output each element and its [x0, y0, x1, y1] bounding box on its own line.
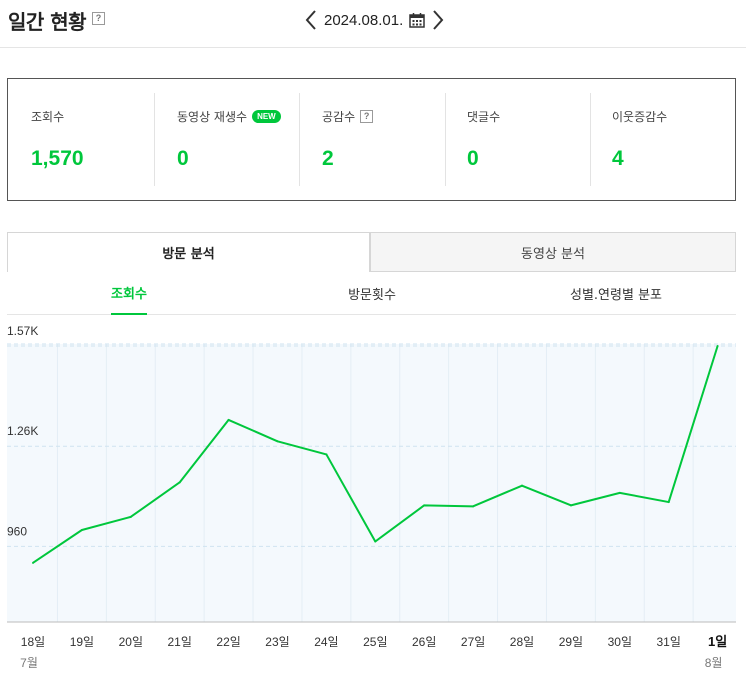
stat-value: 0	[467, 147, 479, 170]
daily-status-header: 일간 현황 ? 2024.08.01.	[0, 0, 746, 48]
data-point	[276, 440, 279, 443]
metric-tabs: 조회수 방문횟수 성별.연령별 분포	[7, 272, 736, 315]
data-point	[667, 501, 670, 504]
stat-comments: 댓글수 0	[445, 79, 590, 200]
page-title: 일간 현황	[8, 10, 87, 34]
chevron-right-icon	[433, 10, 444, 30]
data-point	[80, 529, 83, 531]
data-point	[325, 453, 328, 456]
x-tick-label: 23일	[265, 635, 289, 649]
analysis-tabs: 방문 분석 동영상 분석	[7, 232, 736, 272]
stats-summary-panel: 조회수 1,570 동영상 재생수 NEW 0 공감수 ? 2 댓글수 0 이웃…	[7, 78, 736, 201]
stat-label: 공감수 ?	[322, 108, 374, 125]
divider	[299, 93, 300, 186]
data-point	[569, 504, 572, 507]
plot-background	[7, 344, 736, 622]
tab-video-analysis[interactable]: 동영상 분석	[370, 232, 736, 272]
x-tick-label: 22일	[216, 635, 240, 649]
x-month-label: 7월	[20, 656, 38, 670]
x-tick-label: 1일	[708, 634, 727, 649]
data-point	[618, 491, 621, 494]
stat-label: 동영상 재생수 NEW	[177, 108, 281, 125]
x-tick-label: 31일	[657, 635, 681, 649]
data-point	[32, 561, 34, 564]
next-date-button[interactable]	[429, 7, 447, 33]
current-date: 2024.08.01.	[324, 11, 404, 29]
data-point	[423, 504, 426, 507]
x-tick-label: 30일	[608, 635, 632, 649]
y-tick-label: 960	[7, 524, 27, 538]
data-point	[129, 515, 132, 518]
x-tick-label: 24일	[314, 635, 338, 649]
x-tick-label: 18일	[21, 635, 45, 649]
help-icon[interactable]: ?	[92, 12, 105, 25]
x-tick-label: 26일	[412, 635, 436, 649]
stat-label: 이웃증감수	[612, 108, 667, 125]
new-badge: NEW	[252, 110, 281, 123]
x-tick-label: 21일	[168, 635, 192, 649]
chevron-left-icon	[305, 10, 316, 30]
help-icon[interactable]: ?	[360, 110, 374, 123]
date-navigator: 2024.08.01.	[302, 6, 447, 34]
x-tick-label: 27일	[461, 635, 485, 649]
divider	[154, 93, 155, 186]
stat-label-text: 동영상 재생수	[177, 110, 248, 124]
x-tick-label: 28일	[510, 635, 534, 649]
tab-visit-analysis[interactable]: 방문 분석	[7, 232, 370, 272]
stat-likes: 공감수 ? 2	[299, 79, 445, 200]
stat-value: 1,570	[31, 147, 84, 170]
data-point	[178, 481, 181, 484]
y-tick-label: 1.26K	[7, 424, 38, 438]
tab-gender-age-distribution[interactable]: 성별.연령별 분포	[570, 288, 662, 303]
stat-value: 4	[612, 147, 624, 170]
stat-value: 2	[322, 147, 334, 170]
data-point	[227, 418, 230, 421]
chart-svg: 960 1.26K 1.57K 18일 19일 20일 21일 22일 23일 24일 25일 26일…	[7, 324, 736, 670]
stat-label-text: 이웃증감수	[612, 110, 668, 124]
y-tick-label: 1.57K	[7, 324, 38, 338]
stat-label: 조회수	[31, 108, 64, 125]
stat-label-text: 공감수	[322, 110, 356, 124]
stat-label-text: 댓글수	[467, 110, 501, 124]
tab-visit-count[interactable]: 방문횟수	[348, 288, 396, 303]
stat-value: 0	[177, 147, 189, 170]
divider	[590, 93, 591, 186]
data-point	[374, 540, 377, 543]
x-tick-label: 29일	[559, 635, 583, 649]
views-line-chart: 960 1.26K 1.57K 18일 19일 20일 21일 22일 23일 24일 25일 26일…	[0, 316, 746, 682]
x-tick-label: 20일	[119, 635, 143, 649]
x-tick-label: 25일	[363, 635, 387, 649]
stat-video-plays: 동영상 재생수 NEW 0	[154, 79, 299, 200]
stat-neighbor-change: 이웃증감수 4	[590, 79, 735, 200]
calendar-icon[interactable]	[409, 12, 425, 28]
divider	[445, 93, 446, 186]
stat-label: 댓글수	[467, 108, 500, 125]
data-point	[472, 505, 475, 508]
stat-label-text: 조회수	[31, 110, 65, 124]
x-month-label: 8월	[705, 656, 723, 670]
data-point	[521, 484, 523, 487]
stat-views: 조회수 1,570	[8, 79, 154, 200]
prev-date-button[interactable]	[302, 7, 320, 33]
x-tick-label: 19일	[70, 635, 94, 649]
tab-views[interactable]: 조회수	[111, 272, 147, 315]
data-point	[716, 345, 719, 347]
